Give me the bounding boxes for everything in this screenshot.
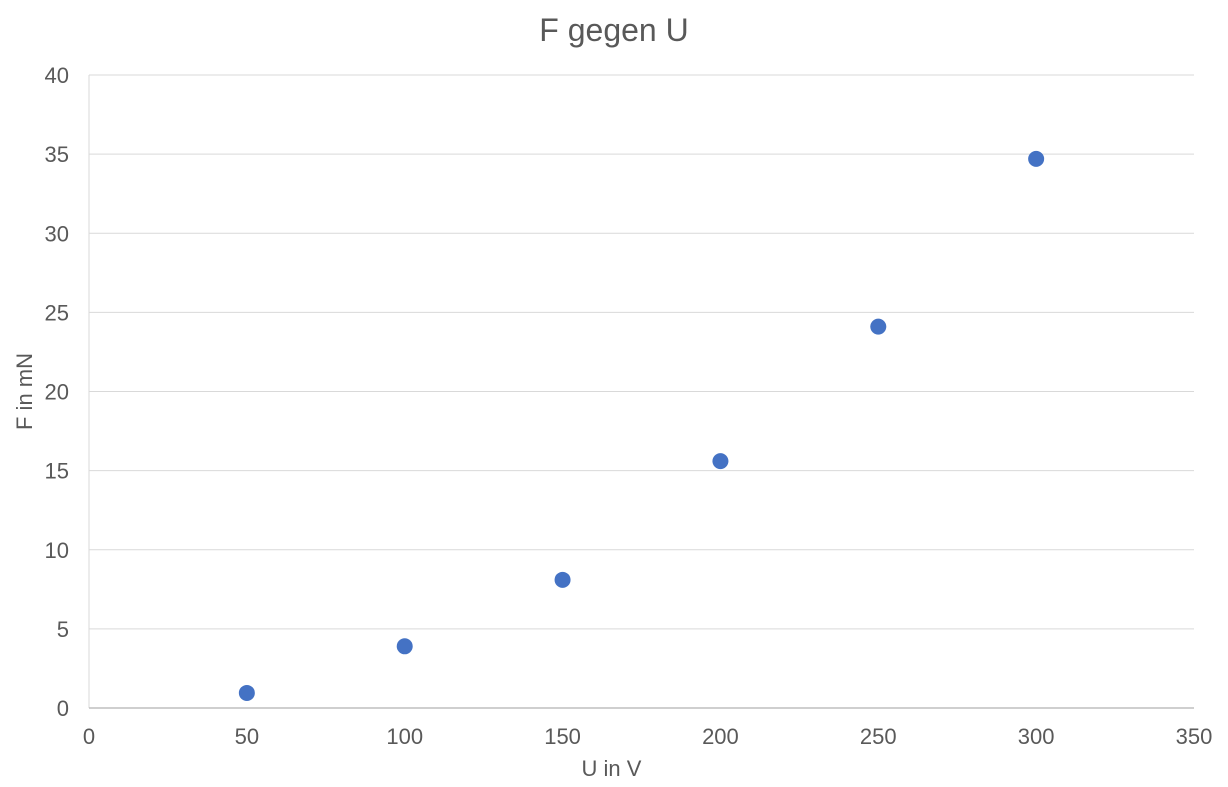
axes	[88, 75, 1194, 709]
y-tick-label: 20	[45, 380, 69, 405]
gridlines	[89, 74, 1194, 630]
y-tick-label: 25	[45, 300, 69, 325]
data-point	[712, 453, 729, 470]
y-tick-label: 30	[45, 221, 69, 246]
data-points	[238, 150, 1045, 701]
y-tick-label: 5	[57, 617, 69, 642]
x-tick-label: 0	[83, 724, 95, 749]
x-tick-label: 250	[860, 724, 897, 749]
chart-title: F gegen U	[539, 12, 689, 48]
x-tick-label: 50	[235, 724, 259, 749]
y-tick-label: 0	[57, 696, 69, 721]
y-tick-label: 40	[45, 63, 69, 88]
x-tick-label: 150	[544, 724, 581, 749]
x-tick-label: 300	[1018, 724, 1055, 749]
data-point	[870, 318, 887, 335]
x-axis-title: U in V	[582, 756, 642, 781]
y-tick-label: 10	[45, 538, 69, 563]
data-point	[238, 684, 255, 701]
data-point	[1028, 150, 1045, 167]
x-tick-label: 200	[702, 724, 739, 749]
x-tick-label: 100	[386, 724, 423, 749]
y-axis-title: F in mN	[12, 353, 37, 430]
y-tick-label: 35	[45, 142, 69, 167]
data-point	[396, 638, 413, 655]
data-point	[554, 571, 571, 588]
y-tick-label: 15	[45, 459, 69, 484]
x-tick-labels: 0 50 100 150 200 250 300 350	[83, 724, 1212, 749]
y-tick-labels: 0 5 10 15 20 25 30 35 40	[45, 63, 69, 721]
x-tick-label: 350	[1176, 724, 1213, 749]
